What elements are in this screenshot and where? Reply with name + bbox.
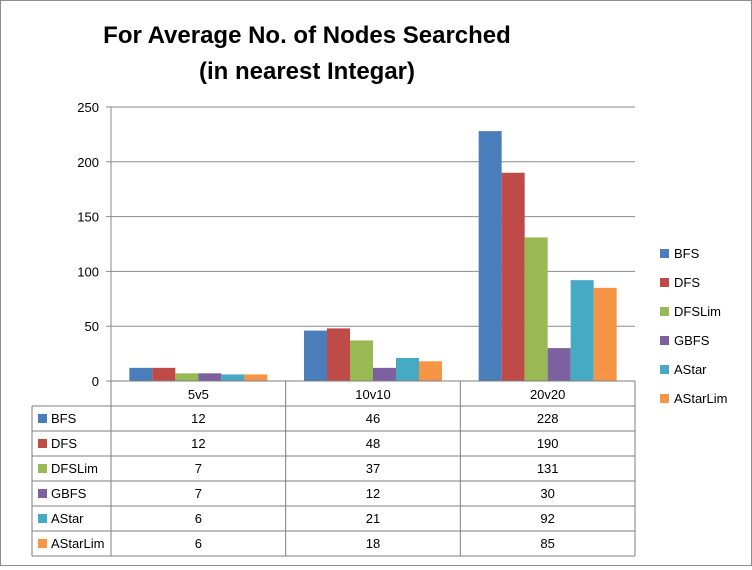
- table-cell-value: 7: [195, 486, 202, 501]
- bars: [129, 131, 617, 381]
- legend-key-astar: [660, 365, 669, 374]
- x-category-label: 5v5: [188, 387, 209, 402]
- y-tick-label: 150: [77, 210, 99, 225]
- bar-bfs-10v10: [304, 330, 327, 381]
- table-legend-key-astarlim: [38, 539, 47, 548]
- table-legend-key-dfslim: [38, 464, 47, 473]
- y-axis-ticks: 0 50 100 150 200 250: [77, 100, 99, 389]
- gridlines: [106, 106, 635, 382]
- table-cell-value: 30: [540, 486, 554, 501]
- table-cell-value: 18: [366, 536, 380, 551]
- y-tick-label: 50: [85, 319, 99, 334]
- bar-dfs-10v10: [327, 328, 350, 381]
- bar-dfs-20v20: [501, 172, 525, 381]
- table-series-name: BFS: [51, 411, 77, 426]
- legend-label: BFS: [674, 246, 700, 261]
- table-cell-value: 228: [537, 411, 559, 426]
- table-cell-value: 6: [195, 511, 202, 526]
- x-category-label: 20v20: [530, 387, 565, 402]
- table-cell-value: 131: [537, 461, 559, 476]
- table-series-name: AStarLim: [51, 536, 104, 551]
- table-cell-value: 12: [191, 411, 205, 426]
- table-legend-key-astar: [38, 514, 47, 523]
- bar-astarlim-10v10: [419, 361, 442, 381]
- legend: BFS DFS DFSLim GBFS AStar AStarLim: [660, 246, 727, 406]
- bar-astarlim-5v5: [244, 374, 268, 381]
- table-cell-value: 12: [366, 486, 380, 501]
- table-cell-value: 37: [366, 461, 380, 476]
- y-tick-label: 200: [77, 155, 99, 170]
- table-cell-value: 6: [195, 536, 202, 551]
- table-cell-value: 12: [191, 436, 205, 451]
- bar-dfs-5v5: [152, 367, 176, 381]
- legend-label: AStar: [674, 362, 707, 377]
- y-tick-label: 250: [77, 100, 99, 115]
- legend-key-dfs: [660, 278, 669, 287]
- bar-bfs-20v20: [478, 131, 502, 381]
- table-cell-value: 92: [540, 511, 554, 526]
- data-table: 5v5 10v10 20v20 BFS 12 46 228 DFS 12 48 190 DFSLim 7…: [31, 380, 636, 557]
- bar-bfs-5v5: [129, 367, 153, 381]
- table-legend-key-gbfs: [38, 489, 47, 498]
- bar-astar-10v10: [396, 357, 419, 381]
- bar-dfslim-5v5: [175, 373, 199, 381]
- table-series-name: DFS: [51, 436, 77, 451]
- table-cell-value: 190: [537, 436, 559, 451]
- table-cell-value: 48: [366, 436, 380, 451]
- bar-gbfs-5v5: [198, 373, 222, 381]
- bar-dfslim-10v10: [350, 340, 373, 381]
- table-legend-key-dfs: [38, 439, 47, 448]
- legend-label: GBFS: [674, 333, 710, 348]
- bar-dfslim-20v20: [524, 237, 548, 381]
- chart-title: For Average No. of Nodes Searched (in nea…: [103, 22, 511, 85]
- bar-gbfs-10v10: [373, 367, 396, 381]
- table-cell-value: 21: [366, 511, 380, 526]
- table-series-name: AStar: [51, 511, 84, 526]
- bar-gbfs-20v20: [547, 348, 571, 381]
- chart-title-line-2: (in nearest Integar): [199, 58, 415, 85]
- legend-key-dfslim: [660, 307, 669, 316]
- legend-label: DFS: [674, 275, 700, 290]
- bar-astar-20v20: [570, 280, 594, 381]
- x-category-label: 10v10: [355, 387, 390, 402]
- legend-label: AStarLim: [674, 391, 727, 406]
- legend-key-astarlim: [660, 394, 669, 403]
- table-series-name: GBFS: [51, 486, 87, 501]
- table-legend-key-bfs: [38, 414, 47, 423]
- legend-key-bfs: [660, 249, 669, 258]
- y-tick-label: 100: [77, 264, 99, 279]
- legend-label: DFSLim: [674, 304, 721, 319]
- table-series-name: DFSLim: [51, 461, 98, 476]
- y-tick-label: 0: [92, 374, 99, 389]
- table-cell-value: 7: [195, 461, 202, 476]
- bar-astar-5v5: [221, 374, 245, 381]
- table-cell-value: 85: [540, 536, 554, 551]
- bar-astarlim-20v20: [593, 287, 617, 381]
- table-cell-value: 46: [366, 411, 380, 426]
- legend-key-gbfs: [660, 336, 669, 345]
- chart-title-line-1: For Average No. of Nodes Searched: [103, 22, 511, 49]
